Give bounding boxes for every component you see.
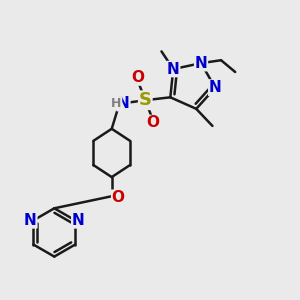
Text: O: O xyxy=(146,116,159,130)
Text: N: N xyxy=(195,56,207,71)
Text: N: N xyxy=(24,213,37,228)
Text: N: N xyxy=(209,80,222,95)
Text: H: H xyxy=(111,97,122,110)
Text: O: O xyxy=(131,70,144,85)
Text: N: N xyxy=(167,61,180,76)
Text: N: N xyxy=(209,80,222,95)
Text: N: N xyxy=(117,96,130,111)
Text: O: O xyxy=(112,190,125,205)
Text: N: N xyxy=(72,213,85,228)
Text: S: S xyxy=(139,91,152,109)
